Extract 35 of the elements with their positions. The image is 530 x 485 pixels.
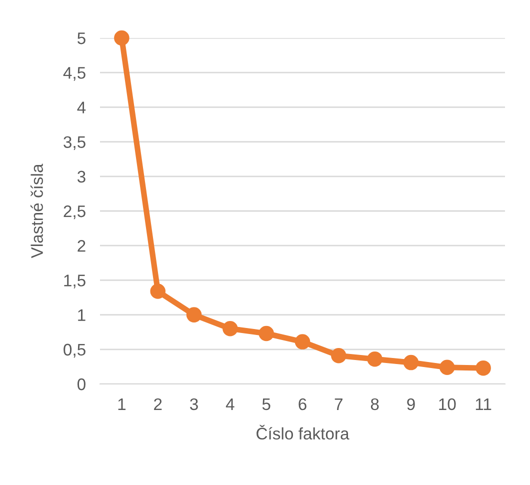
x-tick-label: 8 — [370, 398, 379, 410]
y-tick-label: 1 — [78, 309, 86, 321]
x-tick-label: 6 — [298, 398, 306, 410]
x-tick-label: 9 — [407, 398, 415, 410]
x-axis-title: Číslo faktora — [256, 424, 350, 440]
x-tick-label: 7 — [334, 398, 342, 410]
point — [150, 284, 166, 299]
point — [403, 354, 419, 370]
point — [258, 326, 274, 342]
y-tick-label: 0,5 — [64, 344, 86, 358]
x-tick-label: 3 — [190, 398, 198, 410]
point — [331, 348, 346, 364]
y-tick-label: 4 — [77, 102, 86, 114]
y-tick-label: 3 — [77, 170, 86, 183]
point — [476, 360, 491, 376]
point — [367, 351, 382, 367]
point — [114, 30, 130, 46]
x-tick-label: 11 — [476, 398, 492, 410]
x-tick-label: 2 — [154, 398, 162, 410]
x-tick-label: 5 — [262, 398, 270, 410]
point — [440, 360, 455, 376]
x-tick-label: 1 — [118, 398, 126, 410]
point — [294, 334, 310, 350]
y-tick-label: 3,5 — [64, 136, 86, 150]
y-tick-label: 1,5 — [64, 274, 86, 288]
x-tick-label: 4 — [226, 398, 234, 410]
y-axis-title: Vlastné čísla — [30, 164, 43, 258]
y-tick-label: 5 — [78, 32, 86, 44]
y-tick-label: 2 — [78, 240, 86, 252]
y-tick-label: 0 — [77, 378, 86, 390]
point — [186, 307, 202, 322]
y-tick-label: 4,5 — [63, 67, 86, 81]
y-tick-label: 2,5 — [64, 205, 86, 220]
point — [222, 321, 238, 336]
x-tick-label: 10 — [439, 398, 456, 410]
